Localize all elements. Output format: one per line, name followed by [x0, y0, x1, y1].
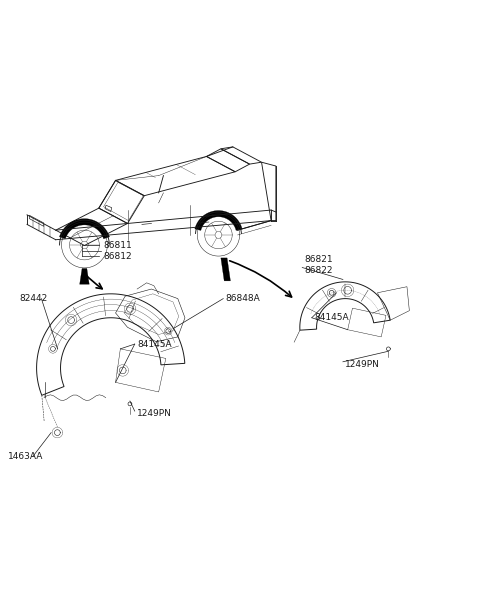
Polygon shape [195, 211, 242, 231]
Polygon shape [80, 268, 89, 284]
Text: 86821
86822: 86821 86822 [305, 255, 333, 275]
Text: 1249PN: 1249PN [137, 409, 172, 418]
Text: 1463AA: 1463AA [8, 452, 43, 461]
Text: 82442: 82442 [20, 294, 48, 303]
Text: 86811
86812: 86811 86812 [104, 241, 132, 261]
Text: 84145A: 84145A [137, 340, 172, 349]
Polygon shape [221, 258, 230, 281]
Text: 84145A: 84145A [314, 313, 349, 322]
Polygon shape [60, 219, 109, 239]
Text: 1249PN: 1249PN [345, 359, 380, 368]
Text: 86848A: 86848A [226, 294, 260, 303]
